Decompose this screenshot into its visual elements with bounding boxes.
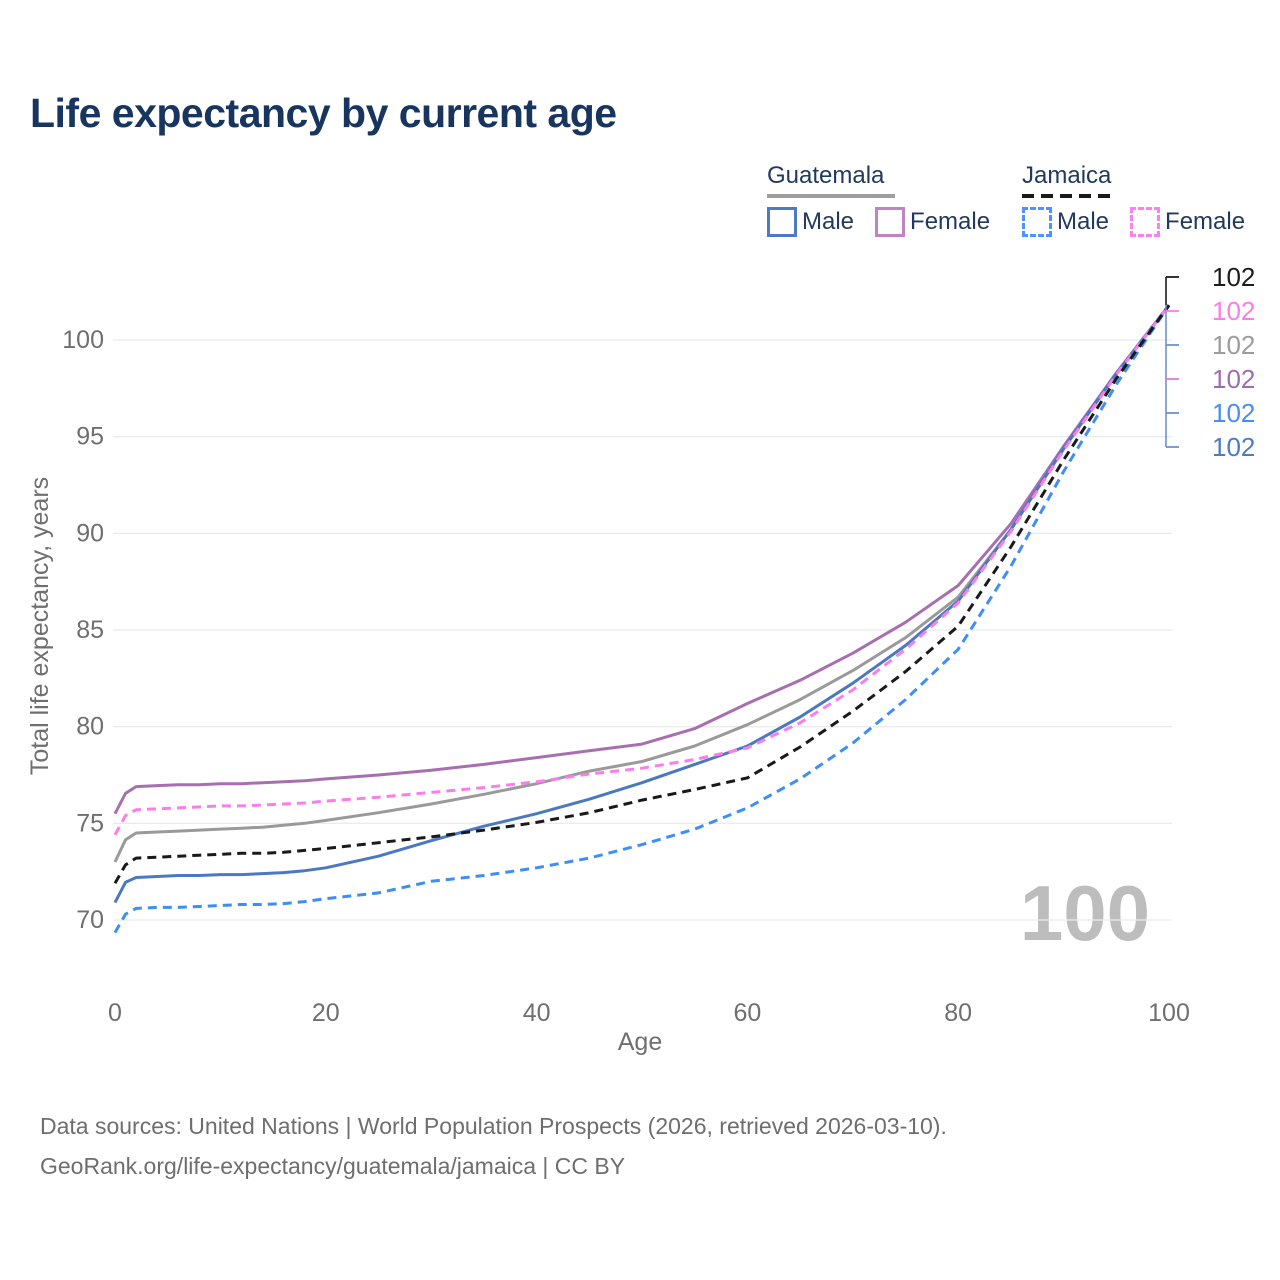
legend-guatemala-line-sample (767, 194, 895, 198)
legend-jamaica-line-sample (1022, 194, 1110, 198)
x-tick-label: 80 (944, 999, 972, 1027)
guatemala-female-swatch-icon (875, 207, 906, 237)
x-tick-label: 0 (108, 999, 122, 1027)
legend-country-guatemala[interactable]: Guatemala (767, 162, 895, 198)
guatemala-male-swatch-icon (767, 207, 797, 237)
x-tick-label: 60 (733, 999, 761, 1027)
legend-item-jamaica-female[interactable]: Female (1130, 207, 1245, 237)
legend-country-jamaica-label: Jamaica (1022, 162, 1112, 189)
legend-item-label: Female (1165, 208, 1246, 235)
y-tick-label: 70 (76, 906, 104, 934)
legend-item-label: Female (910, 208, 991, 235)
chart-footer: Data sources: United Nations | World Pop… (40, 1106, 947, 1186)
series-line-guatemala_both[interactable] (113, 304, 1171, 863)
legend-group-jamaica: Jamaica Male Female (1022, 162, 1266, 237)
y-tick-label: 80 (76, 713, 104, 741)
legend-guatemala-items: Male Female (767, 207, 1011, 237)
age-counter-watermark: 100 (1020, 869, 1150, 957)
y-tick-label: 75 (76, 809, 104, 837)
legend-group-guatemala: Guatemala Male Female (767, 162, 1011, 237)
legend-country-guatemala-label: Guatemala (767, 162, 885, 189)
y-tick-label: 100 (62, 326, 104, 354)
series-line-jamaica_male[interactable] (113, 304, 1171, 934)
guatemala-flag-icon (1180, 434, 1206, 460)
x-tick-label: 40 (523, 999, 551, 1027)
y-tick-label: 95 (76, 423, 104, 451)
end-value-label: 102 (1212, 364, 1255, 394)
end-value-label: 102 (1212, 262, 1255, 292)
series-line-jamaica_both[interactable] (113, 304, 1171, 885)
y-tick-label: 85 (76, 616, 104, 644)
x-axis-title: Age (618, 1028, 662, 1056)
chart-legend: Guatemala Male Female Jamaica (0, 0, 1280, 250)
series-line-guatemala_male[interactable] (113, 304, 1171, 904)
legend-item-jamaica-male[interactable]: Male (1022, 207, 1109, 237)
y-tick-label: 90 (76, 519, 104, 547)
jamaica-flag-icon (1179, 399, 1207, 427)
jamaica-flag-icon (1179, 263, 1207, 291)
legend-item-label: Male (1057, 208, 1110, 235)
footer-data-sources: Data sources: United Nations | World Pop… (40, 1113, 947, 1139)
end-value-label: 102 (1212, 432, 1255, 462)
jamaica-flag-icon (1179, 297, 1207, 325)
end-value-label: 102 (1212, 398, 1255, 428)
series-line-guatemala_female[interactable] (113, 304, 1171, 815)
y-axis-title: Total life expectancy, years (26, 477, 54, 775)
end-value-label: 102 (1212, 330, 1255, 360)
jamaica-male-swatch-icon (1022, 207, 1052, 237)
legend-jamaica-items: Male Female (1022, 207, 1266, 237)
footer-attribution-url: GeoRank.org/life-expectancy/guatemala/ja… (40, 1153, 626, 1179)
guatemala-flag-icon (1180, 332, 1206, 358)
x-tick-label: 20 (312, 999, 340, 1027)
end-value-label: 102 (1212, 296, 1255, 326)
legend-country-jamaica[interactable]: Jamaica (1022, 162, 1111, 198)
guatemala-flag-icon (1180, 366, 1206, 392)
legend-item-guatemala-male[interactable]: Male (767, 207, 854, 237)
legend-item-label: Male (802, 208, 855, 235)
series-line-jamaica_female[interactable] (113, 304, 1171, 836)
legend-item-guatemala-female[interactable]: Female (875, 207, 990, 237)
jamaica-female-swatch-icon (1130, 207, 1161, 237)
page-title: Life expectancy by current age (30, 90, 617, 136)
x-tick-label: 100 (1148, 999, 1190, 1027)
